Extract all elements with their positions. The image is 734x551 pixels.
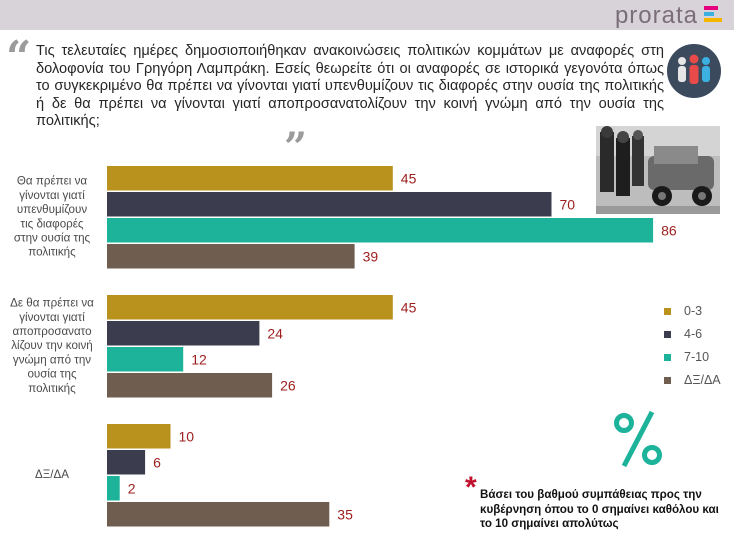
quote-open-icon: “	[6, 32, 32, 83]
legend-item: 4-6	[664, 327, 734, 343]
survey-question: Τις τελευταίες ημέρες δημοσιοποιήθηκαν α…	[36, 43, 664, 129]
legend-item: ΔΞ/ΔΑ	[664, 373, 734, 389]
bar-value-label: 26	[280, 377, 296, 393]
legend-item: 0-3	[664, 304, 734, 320]
legend-item: 7-10	[664, 350, 734, 366]
bar	[107, 502, 330, 527]
legend-label: 0-3	[684, 304, 703, 318]
category-label-line: ουσία της	[27, 368, 76, 381]
quote-close-icon: ”	[284, 124, 308, 171]
category-label-line: γίνονται γιατί	[19, 189, 85, 202]
category-label-line: στην ουσία της	[14, 231, 91, 244]
asterisk-icon: *	[465, 471, 477, 504]
legend-swatch	[664, 354, 671, 361]
bar-value-label: 70	[560, 196, 576, 212]
bar	[107, 347, 184, 372]
bar	[107, 450, 146, 475]
bar	[107, 321, 260, 346]
brand-logo-icon	[704, 6, 722, 26]
category-label: Δε θα πρέπει να γίνονται γιατί αποπροσανατ…	[10, 297, 94, 395]
legend-label: 4-6	[684, 327, 703, 341]
bar-value-label: 86	[661, 222, 677, 238]
bar	[107, 424, 171, 449]
bar-value-label: 35	[337, 506, 353, 522]
legend-label: ΔΞ/ΔΑ	[684, 373, 721, 387]
legend-swatch	[664, 377, 671, 384]
bar-value-label: 6	[153, 454, 161, 470]
people-icon	[667, 44, 721, 98]
bar-value-label: 39	[363, 248, 379, 264]
bar-value-label: 2	[128, 480, 136, 496]
category-label-line: γνώμη από την	[13, 353, 91, 366]
category-label-line: ΔΞ/ΔΑ	[35, 468, 69, 481]
category-label-line: Δε θα πρέπει να	[10, 297, 94, 310]
legend-swatch	[664, 331, 671, 338]
bar	[107, 373, 273, 398]
category-label-line: πολιτικής	[28, 382, 76, 395]
brand-name: prorata	[614, 2, 698, 29]
brand-bar-1	[704, 6, 718, 10]
category-label-line: γίνονται γιατί	[19, 311, 85, 324]
bar-value-label: 24	[267, 325, 283, 341]
historical-photo	[596, 126, 720, 214]
brand-bar-2	[704, 12, 714, 16]
bar-value-label: 45	[401, 299, 417, 315]
brand-bar-3	[704, 18, 722, 22]
bar	[107, 476, 120, 501]
category-label-line: υπενθυμίζουν	[17, 203, 87, 216]
bar-value-label: 12	[191, 351, 207, 367]
category-label-line: λίζουν την κοινή	[11, 339, 92, 352]
footnote: Βάσει του βαθμού συμπάθειας προς την κυβ…	[480, 488, 719, 531]
bar	[107, 166, 393, 191]
category-label: ΔΞ/ΔΑ	[35, 468, 69, 481]
bar	[107, 192, 552, 217]
category-label-line: τις διαφορές	[20, 217, 83, 230]
legend-label: 7-10	[684, 350, 710, 364]
top-bar: prorata	[0, 0, 734, 30]
percent-icon	[614, 410, 662, 468]
legend-swatch	[664, 308, 671, 315]
category-label-line: πολιτικής	[28, 246, 76, 259]
bar-value-label: 10	[179, 428, 195, 444]
category-label-line: αποπροσανατο	[12, 325, 91, 338]
bar	[107, 218, 654, 243]
category-label: Θα πρέπει να γίνονται γιατί υπενθυμίζουν τι…	[14, 175, 91, 259]
bar	[107, 244, 355, 269]
bar-value-label: 45	[401, 170, 417, 186]
bar	[107, 295, 393, 320]
category-label-line: Θα πρέπει να	[17, 175, 87, 188]
